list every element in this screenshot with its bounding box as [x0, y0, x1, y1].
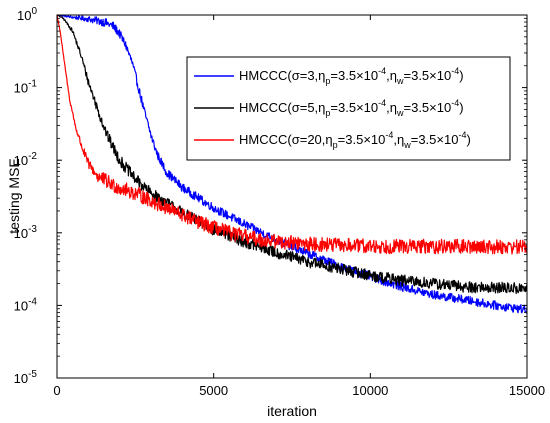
- plot-frame: [56, 14, 528, 379]
- x-tick-label: 15000: [509, 383, 545, 398]
- y-tick-label: 10-5: [14, 369, 38, 386]
- legend: HMCCC(σ=3,ηp=3.5×10-4,ηw=3.5×10-4) HMCCC(…: [186, 56, 511, 161]
- series-line-1: [56, 14, 528, 314]
- x-tick-label: 0: [53, 383, 60, 398]
- series-line-3: [56, 14, 528, 255]
- legend-label-3: HMCCC(σ=20,ηp=3.5×10-4,ηw=3.5×10-4): [239, 130, 471, 150]
- y-tick-exponent: -1: [28, 79, 37, 90]
- y-tick-exponent: -3: [28, 224, 37, 235]
- y-tick-label: 10-1: [14, 79, 38, 96]
- y-tick-exponent: -2: [28, 151, 37, 162]
- x-axis-title: iteration: [267, 403, 317, 419]
- x-tick-label: 5000: [199, 383, 228, 398]
- series-line-2: [56, 14, 528, 295]
- y-axis-title: testing MSE: [6, 158, 22, 233]
- legend-entries: HMCCC(σ=3,ηp=3.5×10-4,ηw=3.5×10-4) HMCCC(…: [194, 66, 471, 150]
- y-tick-label: 100: [17, 6, 37, 23]
- y-tick-label: 10-4: [14, 296, 38, 313]
- y-tick-exponent: -4: [28, 296, 37, 307]
- x-tick-label: 10000: [352, 383, 388, 398]
- y-tick-exponent: -5: [28, 369, 37, 380]
- y-tick-exponent: 0: [31, 6, 37, 17]
- series-layer: [56, 14, 528, 314]
- legend-box: [186, 56, 511, 161]
- legend-label-2: HMCCC(σ=5,ηp=3.5×10-4,ηw=3.5×10-4): [239, 98, 464, 118]
- legend-label-1: HMCCC(σ=3,ηp=3.5×10-4,ηw=3.5×10-4): [239, 66, 464, 86]
